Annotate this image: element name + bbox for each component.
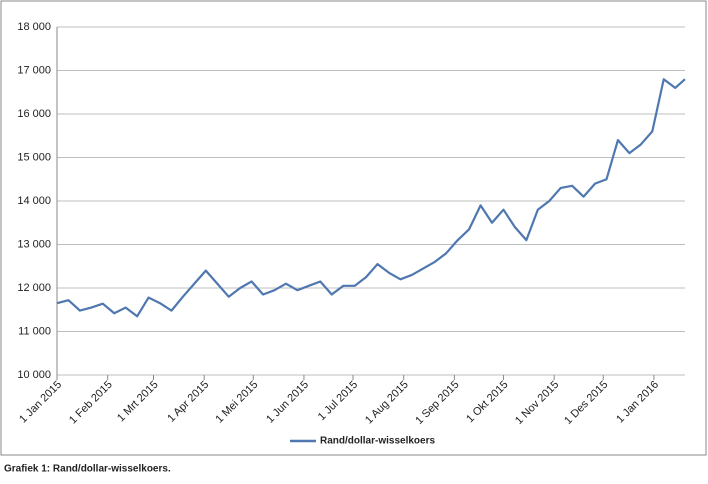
y-tick-label: 18 000 <box>17 21 51 33</box>
chart-border <box>0 0 707 456</box>
x-tick-label: 1 Jul 2015 <box>316 379 360 423</box>
x-tick-label: 1 Mei 2015 <box>213 379 260 426</box>
x-tick-label: 1 Jan 2015 <box>17 379 64 426</box>
x-tick-label: 1 Mrt 2015 <box>115 379 161 425</box>
x-tick-label: 1 Aug 2015 <box>363 379 411 427</box>
y-tick-label: 10 000 <box>17 369 51 381</box>
y-tick-label: 12 000 <box>17 282 51 294</box>
x-tick-label: 1 Apr 2015 <box>165 379 211 425</box>
y-tick-label: 17 000 <box>17 64 51 76</box>
x-tick-label: 1 Sep 2015 <box>413 379 461 427</box>
legend-label: Rand/dollar-wisselkoers <box>320 436 435 447</box>
x-tick-label: 1 Okt 2015 <box>464 379 511 426</box>
y-tick-label: 11 000 <box>18 325 51 337</box>
x-tick-label: 1 Nov 2015 <box>513 379 561 427</box>
y-tick-label: 14 000 <box>17 195 51 207</box>
y-tick-label: 13 000 <box>17 238 51 250</box>
y-tick-label: 16 000 <box>17 108 51 120</box>
x-tick-label: 1 Des 2015 <box>562 379 610 427</box>
x-tick-label: 1 Jan 2016 <box>614 379 661 426</box>
line-series <box>56 78 686 318</box>
caption: Grafiek 1: Rand/dollar-wisselkoers. <box>4 464 171 475</box>
x-tick-label: 1 Jun 2015 <box>264 379 311 426</box>
y-tick-label: 15 000 <box>17 151 51 163</box>
x-tick-label: 1 Feb 2015 <box>67 379 115 427</box>
